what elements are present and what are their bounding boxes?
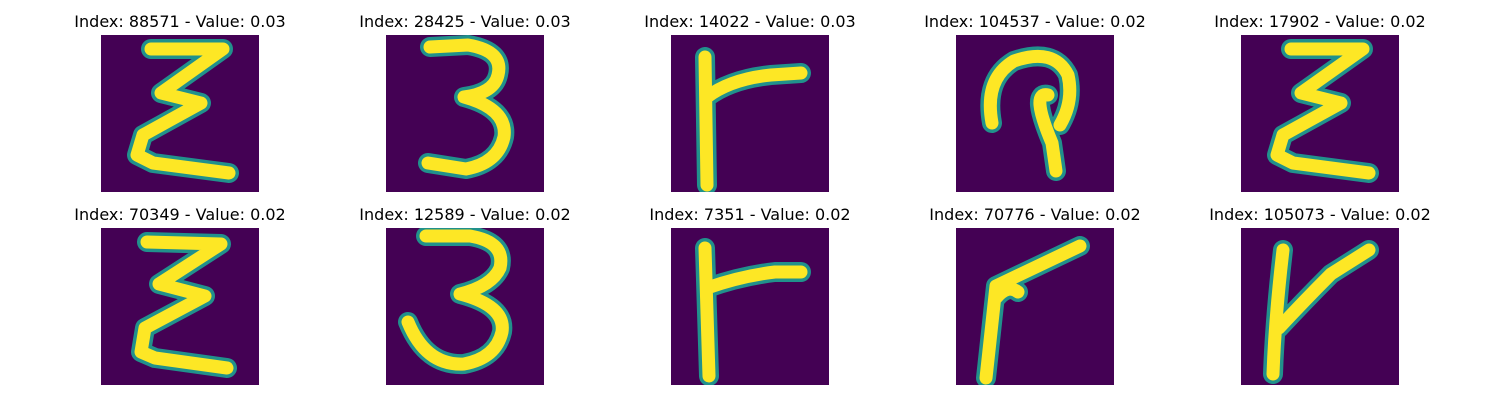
digit-image (101, 228, 259, 385)
image-panel: Index: 70776 - Value: 0.02 (895, 203, 1175, 393)
image-panel: Index: 28425 - Value: 0.03 (325, 10, 605, 200)
glyph-stroke (1270, 42, 1376, 180)
digit-image (386, 228, 544, 385)
digit-image (671, 35, 829, 192)
digit-image (956, 35, 1114, 192)
image-panel: Index: 70349 - Value: 0.02 (40, 203, 320, 393)
image-panel: Index: 17902 - Value: 0.02 (1180, 10, 1460, 200)
image-panel: Index: 7351 - Value: 0.02 (610, 203, 890, 393)
handwritten-glyph (1263, 240, 1379, 384)
glyph-stroke (130, 42, 236, 180)
handwritten-glyph (976, 236, 1090, 385)
panel-title: Index: 104537 - Value: 0.02 (924, 12, 1146, 31)
digit-image (101, 35, 259, 192)
digit-image (386, 35, 544, 192)
digit-image (671, 228, 829, 385)
glyph-stroke (698, 241, 808, 383)
glyph-stroke (421, 38, 511, 176)
panel-title: Index: 7351 - Value: 0.02 (649, 205, 851, 224)
panel-title: Index: 17902 - Value: 0.02 (1214, 12, 1426, 31)
panel-title: Index: 70776 - Value: 0.02 (929, 205, 1141, 224)
panel-title: Index: 88571 - Value: 0.03 (74, 12, 286, 31)
handwritten-glyph (127, 39, 239, 183)
panel-title: Index: 12589 - Value: 0.02 (359, 205, 571, 224)
image-panel: Index: 105073 - Value: 0.02 (1180, 203, 1460, 393)
glyph-stroke (983, 49, 1077, 178)
glyph-stroke (134, 235, 234, 375)
digit-image (1241, 228, 1399, 385)
panel-title: Index: 105073 - Value: 0.02 (1209, 205, 1431, 224)
handwritten-glyph (980, 46, 1080, 181)
glyph-stroke (1266, 243, 1376, 381)
image-panel: Index: 14022 - Value: 0.03 (610, 10, 890, 200)
image-panel: Index: 12589 - Value: 0.02 (325, 203, 605, 393)
handwritten-glyph (695, 238, 811, 385)
panel-title: Index: 14022 - Value: 0.03 (644, 12, 856, 31)
glyph-stroke (401, 229, 509, 371)
handwritten-glyph (1267, 39, 1379, 183)
handwritten-glyph (131, 232, 237, 378)
panel-title: Index: 28425 - Value: 0.03 (359, 12, 571, 31)
glyph-stroke (698, 50, 808, 192)
handwritten-glyph (418, 35, 515, 179)
handwritten-glyph (695, 47, 811, 192)
image-panel: Index: 104537 - Value: 0.02 (895, 10, 1175, 200)
panel-title: Index: 70349 - Value: 0.02 (74, 205, 286, 224)
glyph-stroke (979, 239, 1087, 385)
handwritten-glyph (398, 228, 513, 375)
digit-image (956, 228, 1114, 385)
image-panel: Index: 88571 - Value: 0.03 (40, 10, 320, 200)
digit-image (1241, 35, 1399, 192)
